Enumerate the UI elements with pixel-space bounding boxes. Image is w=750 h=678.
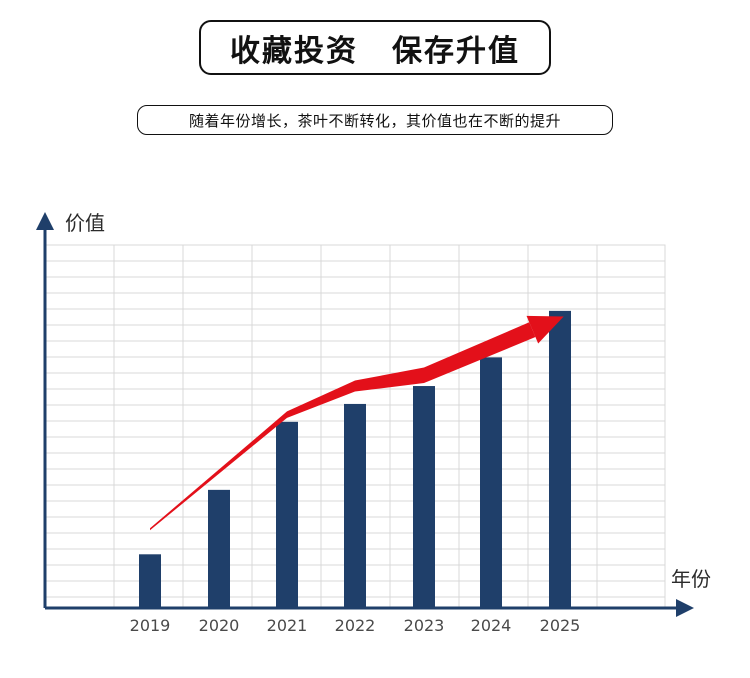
trend-arrow-body [150, 322, 536, 531]
x-axis-label: 年份 [671, 567, 711, 591]
x-tick-2025: 2025 [540, 616, 581, 635]
x-tick-2020: 2020 [199, 616, 240, 635]
bar-2019 [139, 554, 161, 608]
y-axis-label: 价值 [65, 211, 105, 235]
x-tick-2022: 2022 [335, 616, 376, 635]
x-tick-2024: 2024 [471, 616, 512, 635]
bar-2023 [413, 386, 435, 608]
subtitle-box: 随着年份增长，茶叶不断转化，其价值也在不断的提升 [137, 105, 613, 135]
title-left: 收藏投资 [230, 33, 358, 69]
subtitle: 随着年份增长，茶叶不断转化，其价值也在不断的提升 [188, 111, 561, 130]
bar-2021 [276, 421, 298, 608]
title-box: 收藏投资 保存升值 [199, 20, 551, 75]
trend-arrow-head [526, 315, 564, 344]
x-tick-2023: 2023 [404, 616, 445, 635]
x-tick-2019: 2019 [130, 616, 171, 635]
bar-2022 [344, 403, 366, 608]
chart-x-ticks: 2019 2020 2021 2022 2023 2024 2025 [130, 616, 581, 635]
trend-arrow-group [150, 315, 564, 531]
bar-2020 [208, 489, 230, 608]
y-axis-arrow-icon [36, 212, 54, 230]
title-right: 保存升值 [392, 33, 520, 69]
x-tick-2021: 2021 [267, 616, 308, 635]
chart-axes [36, 212, 694, 617]
x-axis-arrow-icon [676, 599, 694, 617]
bar-2025 [549, 310, 571, 608]
chart-bars [139, 310, 571, 608]
bar-2024 [480, 357, 502, 608]
